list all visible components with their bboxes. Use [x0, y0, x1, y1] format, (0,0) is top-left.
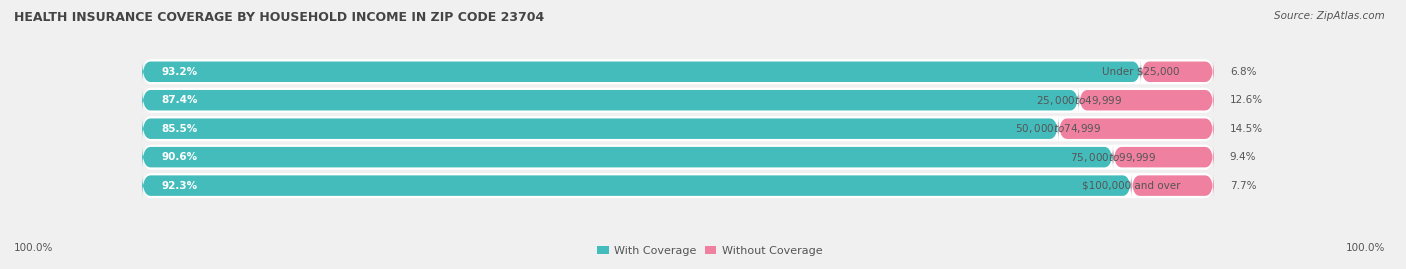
FancyBboxPatch shape [142, 88, 1078, 113]
FancyBboxPatch shape [142, 59, 1213, 84]
FancyBboxPatch shape [1059, 116, 1213, 141]
FancyBboxPatch shape [142, 116, 1059, 141]
Text: $50,000 to $74,999: $50,000 to $74,999 [1015, 122, 1101, 135]
Text: 100.0%: 100.0% [1346, 243, 1385, 253]
Text: $100,000 and over: $100,000 and over [1083, 180, 1181, 191]
Text: 93.2%: 93.2% [162, 67, 197, 77]
FancyBboxPatch shape [142, 116, 1213, 141]
FancyBboxPatch shape [142, 145, 1114, 170]
Text: 100.0%: 100.0% [14, 243, 53, 253]
Text: 7.7%: 7.7% [1230, 180, 1257, 191]
Text: 14.5%: 14.5% [1230, 124, 1263, 134]
FancyBboxPatch shape [142, 145, 1213, 170]
Legend: With Coverage, Without Coverage: With Coverage, Without Coverage [598, 246, 823, 256]
FancyBboxPatch shape [142, 59, 1140, 84]
Text: 92.3%: 92.3% [162, 180, 197, 191]
Text: $25,000 to $49,999: $25,000 to $49,999 [1036, 94, 1122, 107]
FancyBboxPatch shape [1132, 173, 1213, 198]
Text: 9.4%: 9.4% [1230, 152, 1257, 162]
Text: 85.5%: 85.5% [162, 124, 197, 134]
Text: 90.6%: 90.6% [162, 152, 197, 162]
FancyBboxPatch shape [142, 88, 1213, 113]
Text: Under $25,000: Under $25,000 [1102, 67, 1180, 77]
Text: Source: ZipAtlas.com: Source: ZipAtlas.com [1274, 11, 1385, 21]
Text: 87.4%: 87.4% [162, 95, 198, 105]
Text: HEALTH INSURANCE COVERAGE BY HOUSEHOLD INCOME IN ZIP CODE 23704: HEALTH INSURANCE COVERAGE BY HOUSEHOLD I… [14, 11, 544, 24]
FancyBboxPatch shape [1140, 59, 1213, 84]
Text: $75,000 to $99,999: $75,000 to $99,999 [1070, 151, 1156, 164]
FancyBboxPatch shape [1114, 145, 1213, 170]
FancyBboxPatch shape [142, 173, 1213, 198]
Text: 6.8%: 6.8% [1230, 67, 1257, 77]
FancyBboxPatch shape [1078, 88, 1213, 113]
Text: 12.6%: 12.6% [1230, 95, 1263, 105]
FancyBboxPatch shape [142, 173, 1132, 198]
